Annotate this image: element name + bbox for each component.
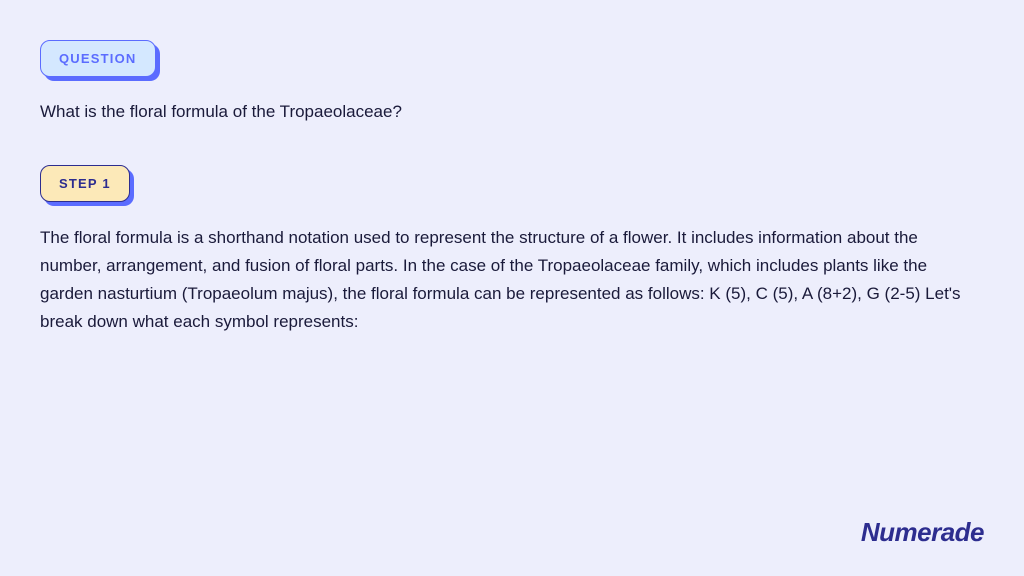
question-badge: QUESTION — [40, 40, 156, 77]
step-badge: STEP 1 — [40, 165, 130, 202]
brand-logo: Numerade — [861, 517, 984, 548]
step-text: The floral formula is a shorthand notati… — [40, 224, 984, 336]
step-badge-label: STEP 1 — [59, 176, 111, 191]
question-text: What is the floral formula of the Tropae… — [40, 99, 984, 125]
question-badge-label: QUESTION — [59, 51, 137, 66]
